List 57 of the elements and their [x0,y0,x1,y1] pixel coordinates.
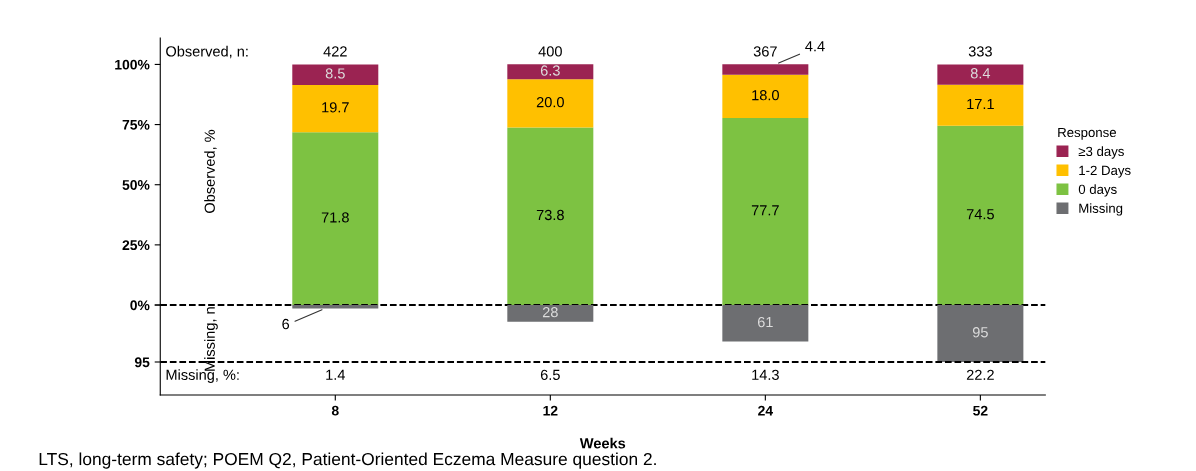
bar [937,305,1024,362]
annotation: 6.5 [540,369,560,380]
bar [722,305,809,342]
data-label: 95 [972,327,988,338]
legend-label: Missing [1079,203,1123,216]
annotation: 1.4 [326,369,345,380]
bar [722,74,809,119]
y-tick-label: 95 [134,357,150,368]
data-label: 28 [542,307,558,318]
annotation: 14.3 [752,369,779,380]
y-tick-label: 0% [130,300,150,311]
annotation: 333 [968,46,992,57]
data-label: 19.7 [322,102,349,113]
x-tick-label: 8 [331,405,339,416]
data-label: 6.3 [540,65,560,76]
x-tick-label: 12 [543,405,558,416]
annotation: 367 [753,46,777,57]
data-label: 74.5 [966,209,994,220]
legend-label: 1-2 Days [1079,165,1131,178]
x-tick-label: 24 [758,405,773,416]
data-label: 77.7 [751,205,779,216]
y-axis-title: Observed, % [204,129,217,213]
bar [722,64,809,75]
x-tick-label: 52 [973,405,988,416]
y-tick-label: 50% [122,180,150,190]
data-label: 71.8 [321,212,349,223]
annotation: Missing, %: [166,369,239,383]
data-label: 17.1 [967,98,994,109]
bar [937,84,1024,126]
legend-title: Response [1058,127,1117,140]
data-label: 73.8 [536,209,564,221]
data-label: 4.4 [805,41,825,52]
bar [937,64,1024,85]
data-label: 8.5 [325,68,345,79]
bar [507,305,594,322]
bar [507,79,594,128]
data-label: 8.4 [970,68,991,79]
y-tick-label: 75% [122,119,150,130]
data-label: 18.0 [752,90,779,101]
annotation: 400 [538,46,562,57]
bar [507,64,594,80]
y-axis-title: Missing, n [204,307,218,371]
legend-label: 0 days [1078,184,1117,197]
data-label: 20.0 [536,96,564,108]
bar [292,84,379,133]
legend-label: ≥3 days [1078,146,1124,159]
bar [292,64,379,85]
x-axis-title: Weeks [579,437,626,449]
data-label: 61 [757,316,773,328]
bar [292,305,379,309]
annotation: 22.2 [966,369,994,380]
annotation: 422 [323,46,347,57]
y-tick-label: 25% [122,240,150,251]
text: LTS, long-term safety; POEM Q2, Patient-Oriented Eczema Measure question 2. [39,452,656,469]
annotation: Observed, n: [166,45,248,59]
y-tick-label: 100% [115,59,150,70]
data-label: 6 [282,318,290,330]
